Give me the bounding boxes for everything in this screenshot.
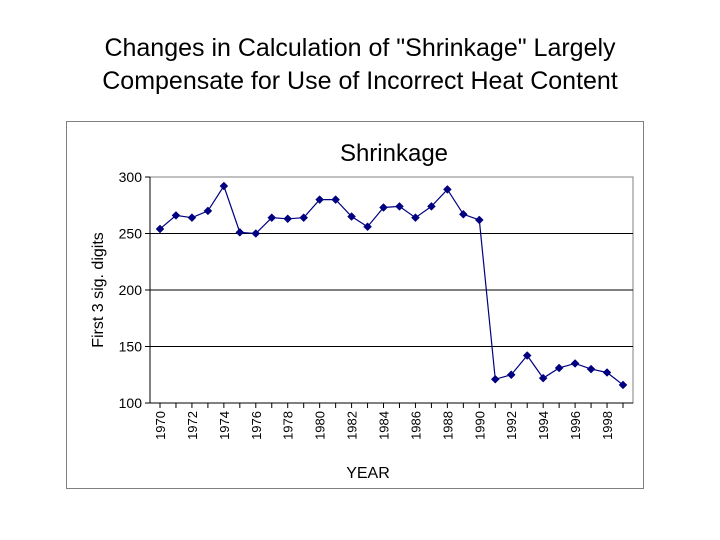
y-tick-label: 100 [119, 395, 143, 411]
data-point [411, 213, 420, 223]
slide-title-line-2: Compensate for Use of Incorrect Heat Con… [102, 67, 618, 95]
data-point [363, 222, 372, 232]
data-point [395, 202, 404, 211]
x-tick-label: 1992 [504, 411, 519, 440]
data-point [443, 185, 452, 194]
x-tick-label: 1986 [408, 411, 423, 440]
y-tick-label: 300 [119, 169, 143, 185]
data-point [347, 212, 356, 221]
y-tick-label: 250 [119, 226, 143, 242]
data-point [331, 195, 340, 204]
series-line [159, 184, 624, 386]
data-point [538, 373, 548, 383]
x-tick-label: 1970 [153, 411, 168, 440]
x-tick-label: 1972 [185, 411, 200, 440]
data-point [586, 364, 596, 374]
data-point [171, 211, 181, 220]
x-tick-label: 1982 [345, 411, 360, 440]
data-point [522, 351, 532, 360]
x-axis-title: YEAR [346, 465, 390, 482]
slide-title-line-1: Changes in Calculation of "Shrinkage" La… [104, 34, 616, 62]
data-point [570, 359, 580, 368]
chart-title: Shrinkage [340, 140, 448, 167]
y-tick-label: 150 [119, 339, 143, 355]
data-point [219, 181, 229, 191]
x-tick-label: 1980 [313, 411, 328, 440]
data-point [458, 209, 468, 219]
data-point [506, 370, 516, 380]
x-tick-label: 1996 [568, 411, 583, 440]
slide-title: Changes in Calculation of "Shrinkage" La… [0, 32, 720, 98]
data-point [490, 374, 500, 384]
data-point [203, 206, 213, 216]
data-point [474, 215, 484, 225]
x-tick-label: 1974 [217, 411, 232, 440]
data-point [602, 368, 612, 377]
data-point [299, 213, 309, 223]
data-point [155, 224, 165, 234]
y-axis: 100 150 200 250 300 [119, 169, 151, 411]
data-point [315, 195, 325, 204]
grid-lines [150, 233, 633, 347]
y-tick-label: 200 [119, 282, 143, 298]
data-point [235, 228, 245, 237]
y-axis-title: First 3 sig. digits [90, 232, 107, 348]
series-shrinkage [155, 181, 628, 390]
x-tick-label: 1990 [472, 411, 487, 440]
x-tick-label: 1998 [600, 411, 615, 440]
data-point [427, 202, 436, 211]
data-point [267, 213, 277, 223]
data-point [379, 203, 388, 212]
x-tick-label: 1988 [440, 411, 455, 440]
data-point [283, 214, 293, 224]
x-tick-label: 1978 [281, 411, 296, 440]
data-point [554, 363, 564, 373]
x-axis: 1970 1972 1974 1976 1978 1980 1982 1984 1986 1988… [150, 402, 633, 440]
data-point [251, 229, 261, 238]
data-point [187, 213, 197, 223]
data-point [618, 380, 628, 390]
x-tick-label: 1994 [536, 411, 551, 440]
x-tick-label: 1984 [377, 411, 392, 440]
x-tick-label: 1976 [249, 411, 264, 440]
